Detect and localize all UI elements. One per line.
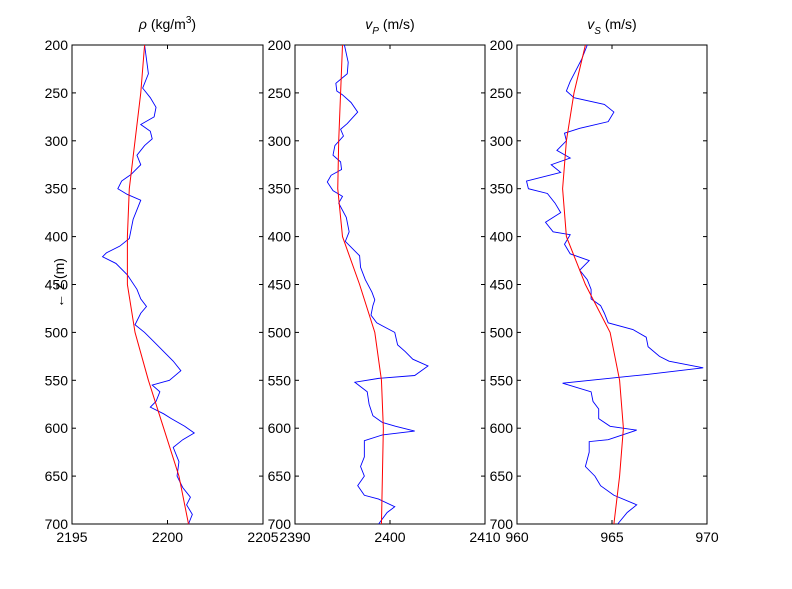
y-tick-label: 400 <box>45 229 69 245</box>
y-tick-label: 200 <box>490 37 514 53</box>
y-tick-label: 550 <box>268 372 292 388</box>
y-tick-label: 700 <box>490 516 514 532</box>
title-subscript: P <box>372 26 379 37</box>
y-tick-label: 300 <box>490 133 514 149</box>
title-unit: (kg/m <box>147 16 186 32</box>
y-tick-label: 300 <box>268 133 292 149</box>
panel-title: ρ (kg/m3) <box>138 15 196 32</box>
y-tick-label: 600 <box>268 420 292 436</box>
y-tick-label: 300 <box>45 133 69 149</box>
y-tick-label: 650 <box>268 468 292 484</box>
title-symbol: v <box>365 16 373 32</box>
y-tick-label: 500 <box>268 324 292 340</box>
x-tick-label: 2205 <box>247 529 278 545</box>
y-tick-label: 350 <box>490 181 514 197</box>
y-tick-label: 450 <box>490 277 514 293</box>
x-tick-label: 2390 <box>279 529 310 545</box>
x-tick-label: 2410 <box>469 529 500 545</box>
y-tick-label: 550 <box>490 372 514 388</box>
series-log-line <box>101 44 196 525</box>
x-tick-label: 965 <box>600 529 624 545</box>
y-tick-label: 600 <box>45 420 69 436</box>
x-tick-label: 2200 <box>152 529 183 545</box>
y-tick-label: 200 <box>268 37 292 53</box>
series-trend-line <box>562 44 624 525</box>
y-tick-label: 450 <box>45 277 69 293</box>
title-symbol: v <box>587 16 595 32</box>
title-symbol: ρ <box>138 16 147 32</box>
x-tick-label: 970 <box>695 529 719 545</box>
title-unit: (m/s) <box>379 16 415 32</box>
y-tick-label: 250 <box>45 85 69 101</box>
y-tick-label: 650 <box>45 468 69 484</box>
y-tick-label: 650 <box>490 468 514 484</box>
y-tick-label: 250 <box>268 85 292 101</box>
series-trend-line <box>337 44 384 525</box>
title-superscript: 3 <box>186 15 192 26</box>
title-unit: (m/s) <box>601 16 637 32</box>
y-tick-label: 550 <box>45 372 69 388</box>
x-tick-label: 960 <box>505 529 529 545</box>
y-tick-label: 350 <box>45 181 69 197</box>
y-tick-label: 700 <box>45 516 69 532</box>
y-tick-label: 250 <box>490 85 514 101</box>
x-tick-label: 2195 <box>56 529 87 545</box>
axes-frame <box>294 44 486 525</box>
panel-title: vS (m/s) <box>587 16 636 37</box>
y-axis-label: ← z (m) <box>51 258 67 308</box>
y-tick-label: 400 <box>268 229 292 245</box>
y-tick-label: 500 <box>45 324 69 340</box>
y-tick-label: 500 <box>490 324 514 340</box>
y-tick-label: 700 <box>268 516 292 532</box>
series-log-line <box>326 44 429 525</box>
y-tick-label: 400 <box>490 229 514 245</box>
y-tick-label: 600 <box>490 420 514 436</box>
y-tick-label: 200 <box>45 37 69 53</box>
axes-frame <box>516 44 708 525</box>
panel-title: vP (m/s) <box>365 16 414 37</box>
series-trend-line <box>126 44 190 525</box>
series-log-line <box>525 44 704 525</box>
title-unit-close: ) <box>191 16 196 32</box>
y-tick-label: 350 <box>268 181 292 197</box>
axes-frame <box>71 44 264 525</box>
x-tick-label: 2400 <box>374 529 405 545</box>
y-tick-label: 450 <box>268 277 292 293</box>
title-subscript: S <box>594 26 601 37</box>
